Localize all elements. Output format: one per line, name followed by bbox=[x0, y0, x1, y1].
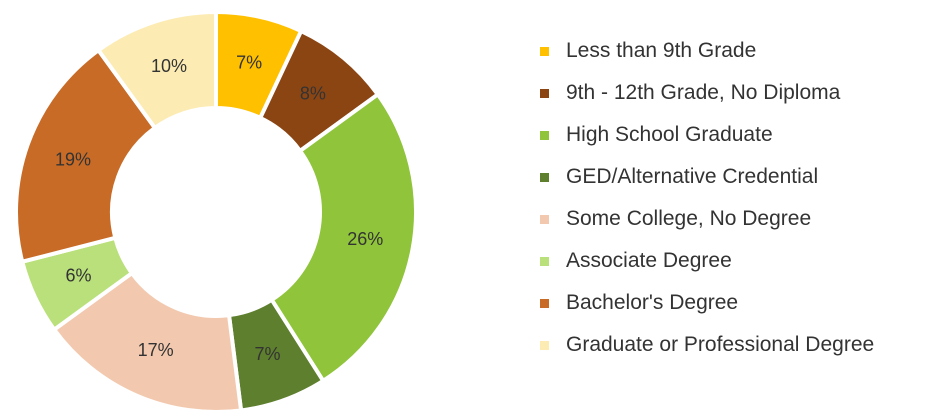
slice-label-bachelor-s-degree: 19% bbox=[55, 149, 91, 169]
chart-legend: Less than 9th Grade 9th - 12th Grade, No … bbox=[540, 30, 932, 366]
legend-swatch bbox=[540, 298, 549, 308]
legend-item-9th-12th-grade-no-diploma: 9th - 12th Grade, No Diploma bbox=[540, 72, 932, 114]
legend-swatch bbox=[540, 256, 549, 266]
slice-label-associate-degree: 6% bbox=[65, 265, 91, 285]
legend-label: 9th - 12th Grade, No Diploma bbox=[566, 81, 841, 104]
legend-swatch bbox=[540, 214, 549, 224]
slice-high-school-graduate bbox=[268, 91, 418, 384]
legend-item-ged-alternative-credential: GED/Alternative Credential bbox=[540, 156, 932, 198]
slice-label-9th-12th-grade-no-diploma: 8% bbox=[300, 84, 326, 104]
donut-value-labels: 7% 8% 26% 7% 17% 6% 19% 10% bbox=[55, 52, 383, 363]
legend-item-some-college-no-degree: Some College, No Degree bbox=[540, 198, 932, 240]
legend-swatch bbox=[540, 130, 549, 140]
legend-swatch bbox=[540, 172, 549, 182]
slice-some-college-no-degree bbox=[51, 270, 244, 413]
slice-label-ged-alternative-credential: 7% bbox=[254, 344, 280, 364]
slice-graduate-or-professional-degree bbox=[95, 9, 218, 131]
legend-label: High School Graduate bbox=[566, 123, 773, 146]
legend-swatch bbox=[540, 46, 549, 56]
legend-label: Graduate or Professional Degree bbox=[566, 333, 875, 356]
donut-chart: 7% 8% 26% 7% 17% 6% 19% 10% bbox=[14, 9, 418, 413]
legend-item-high-school-graduate: High School Graduate bbox=[540, 114, 932, 156]
legend-item-less-than-9th-grade: Less than 9th Grade bbox=[540, 30, 932, 72]
legend-label: Some College, No Degree bbox=[566, 207, 812, 230]
legend-swatch bbox=[540, 340, 549, 350]
slice-label-less-than-9th-grade: 7% bbox=[236, 52, 262, 72]
legend-label: Associate Degree bbox=[566, 249, 732, 272]
legend-item-associate-degree: Associate Degree bbox=[540, 240, 932, 282]
donut-slices bbox=[14, 9, 418, 413]
slice-bachelor-s-degree bbox=[14, 47, 158, 265]
legend-label: Bachelor's Degree bbox=[566, 291, 739, 314]
slice-label-high-school-graduate: 26% bbox=[347, 229, 383, 249]
legend-item-graduate-or-professional-degree: Graduate or Professional Degree bbox=[540, 324, 932, 366]
slice-label-some-college-no-degree: 17% bbox=[138, 340, 174, 360]
legend-label: GED/Alternative Credential bbox=[566, 165, 819, 188]
slice-label-graduate-or-professional-degree: 10% bbox=[151, 56, 187, 76]
legend-label: Less than 9th Grade bbox=[566, 39, 757, 62]
legend-swatch bbox=[540, 88, 549, 98]
legend-item-bachelor-s-degree: Bachelor's Degree bbox=[540, 282, 932, 324]
